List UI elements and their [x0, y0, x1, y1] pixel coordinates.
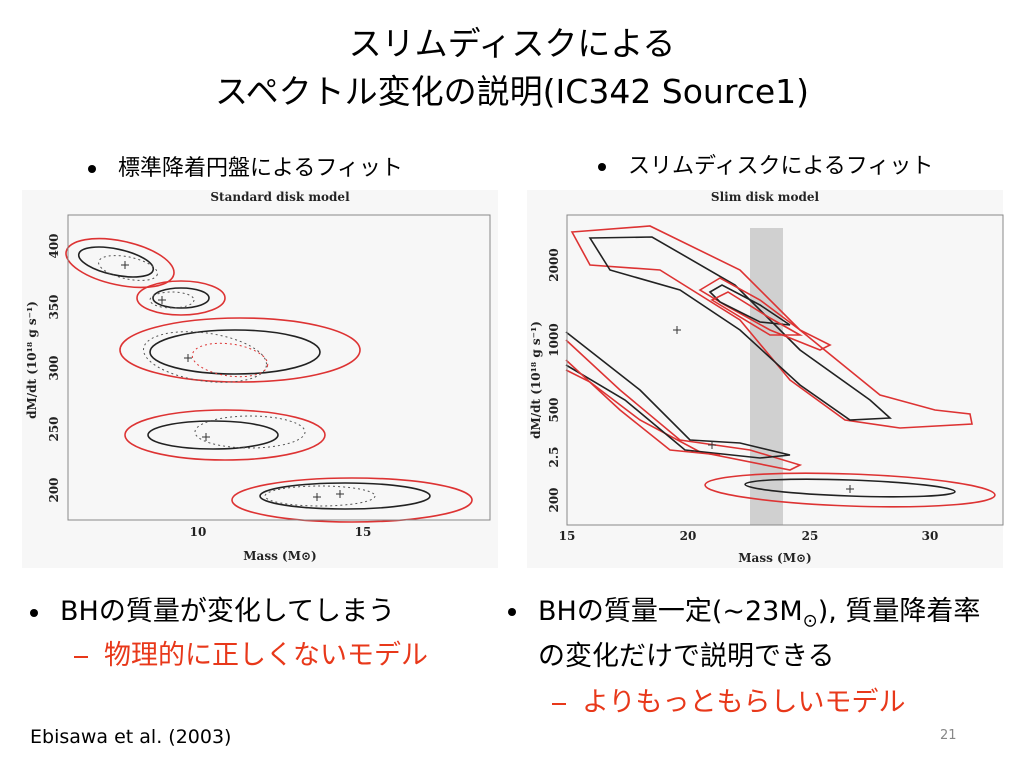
sub-bullet-text: よりもっともらしいモデル — [582, 687, 906, 719]
y-tick-label: 2.5 — [547, 447, 561, 468]
citation: Ebisawa et al. (2003) — [30, 726, 232, 748]
title-line: スリムディスクによる — [348, 24, 676, 63]
page-number: 21 — [940, 728, 957, 743]
sub-bullet-text: 物理的に正しくないモデル — [104, 640, 428, 671]
dash — [74, 655, 88, 658]
subscript: ⊙ — [802, 610, 818, 632]
bullet — [88, 165, 96, 173]
bullet — [30, 608, 38, 617]
figure-title: Slim disk model — [711, 190, 820, 204]
sub-bullet-item: よりもっともらしいモデル — [552, 685, 1008, 721]
right-heading: スリムディスクによるフィット — [598, 148, 933, 180]
left-heading: 標準降着円盤によるフィット — [88, 150, 403, 182]
y-tick-label: 300 — [47, 355, 61, 380]
figure-title: Standard disk model — [210, 190, 350, 204]
contours — [65, 237, 473, 523]
axes-frame — [566, 214, 1004, 526]
bullet-text: BHの質量一定(~23M⊙), 質量降着率の変化だけで説明できる — [538, 594, 993, 675]
heading-text: スリムディスクによるフィット — [628, 154, 934, 179]
axes-frame — [67, 214, 491, 521]
heading-text: 標準降着円盤によるフィット — [118, 156, 403, 181]
left-bullets: BHの質量が変化してしまう 物理的に正しくないモデル — [30, 594, 500, 674]
right-bullets: BHの質量一定(~23M⊙), 質量降着率の変化だけで説明できる よりもっともら… — [508, 594, 1008, 721]
y-tick-label: 250 — [47, 416, 61, 441]
y-tick-label: 2000 — [547, 248, 561, 281]
bullet-part: BHの質量一定(~23M — [538, 596, 803, 627]
y-tick-label: 500 — [547, 397, 561, 422]
x-axis-label: Mass (M⊙) — [738, 551, 811, 565]
y-tick-label: 400 — [47, 233, 61, 258]
crosses — [673, 326, 854, 493]
bullet-item: BHの質量一定(~23M⊙), 質量降着率の変化だけで説明できる — [508, 594, 1008, 675]
x-tick-label: 10 — [190, 525, 207, 539]
y-axis-label: dM/dt (10¹⁸ g s⁻¹) — [529, 321, 543, 439]
mass-band — [750, 228, 783, 525]
y-axis-label: dM/dt (10¹⁸ g s⁻¹) — [25, 301, 39, 419]
bullet — [598, 163, 606, 171]
x-tick-label: 15 — [559, 529, 576, 543]
bullet-item: BHの質量が変化してしまう — [30, 594, 500, 630]
title-line: スペクトル変化の説明(IC342 Source1) — [214, 72, 810, 111]
figure-bg — [22, 190, 498, 568]
dash — [552, 702, 566, 705]
bullet-part: ), 質量降着率の変化だけで説明できる — [538, 596, 981, 673]
sub-bullet-item: 物理的に正しくないモデル — [74, 638, 500, 674]
slide-title: スリムディスクによる スペクトル変化の説明(IC342 Source1) — [0, 20, 1024, 116]
x-axis-label: Mass (M⊙) — [243, 549, 316, 563]
y-tick-label: 200 — [47, 477, 61, 502]
contours — [565, 225, 996, 508]
y-tick-label: 350 — [47, 294, 61, 319]
bullet-text: BHの質量が変化してしまう — [60, 596, 396, 627]
x-tick-label: 30 — [922, 529, 939, 543]
y-tick-label: 1000 — [547, 323, 561, 356]
x-tick-label: 15 — [355, 525, 372, 539]
y-tick-label: 200 — [547, 487, 561, 512]
crosses — [121, 261, 344, 501]
bullet — [508, 608, 516, 616]
x-tick-label: 25 — [802, 529, 819, 543]
x-tick-label: 20 — [680, 529, 697, 543]
